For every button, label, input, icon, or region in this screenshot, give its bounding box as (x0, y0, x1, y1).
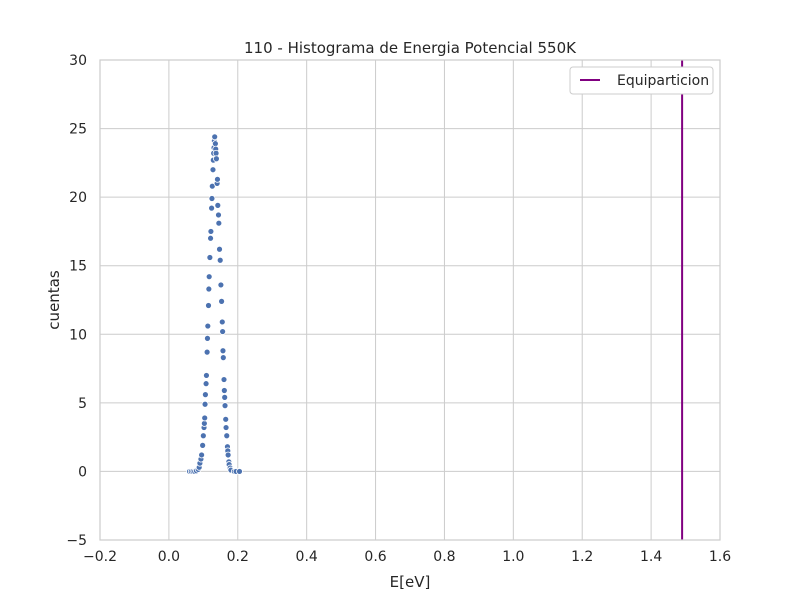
data-point (219, 347, 227, 355)
legend-box (569, 66, 714, 95)
data-point (201, 391, 209, 399)
chart-title: 110 - Histograma de Energia Potencial 55… (244, 39, 577, 57)
data-point (204, 334, 211, 342)
data-point (204, 322, 212, 330)
data-point (236, 468, 243, 475)
data-point (217, 281, 225, 289)
y-tick-label: 15 (69, 259, 87, 275)
data-point (221, 393, 229, 401)
data-point (200, 420, 208, 427)
x-tick-label: 0.4 (296, 549, 318, 565)
data-point (223, 432, 231, 440)
data-point (201, 400, 209, 408)
x-tick-label: 1.2 (571, 549, 593, 565)
y-tick-label: 0 (78, 464, 87, 480)
x-tick-label: 0.0 (158, 549, 180, 565)
x-tick-label: 0.6 (364, 549, 386, 565)
data-point (214, 201, 222, 209)
y-tick-label: 25 (69, 122, 87, 138)
data-point (199, 432, 207, 440)
data-point (224, 451, 232, 459)
data-point (205, 285, 213, 293)
data-point (219, 328, 227, 335)
x-tick-label: 1.6 (709, 549, 731, 565)
data-point (212, 149, 220, 157)
y-tick-label: 5 (78, 396, 87, 412)
plot-area (100, 60, 720, 540)
y-tick-label: 30 (69, 53, 87, 69)
data-point (219, 354, 227, 362)
data-point (218, 297, 225, 305)
y-tick-label: −5 (66, 533, 87, 549)
data-point (198, 451, 206, 459)
data-point (215, 219, 223, 227)
scatter-points (186, 133, 243, 475)
x-axis-label: E[eV] (390, 573, 431, 591)
x-tick-label: 0.8 (433, 549, 455, 565)
data-point (216, 245, 223, 253)
data-point (207, 228, 215, 235)
data-point (202, 380, 210, 388)
data-point (211, 133, 219, 141)
data-point (220, 387, 228, 394)
legend: Equiparticion (569, 66, 714, 95)
data-point (205, 273, 213, 281)
x-tick-label: 1.4 (640, 549, 662, 565)
data-point (199, 441, 207, 449)
data-point (207, 234, 214, 242)
data-point (208, 195, 216, 202)
data-point (222, 424, 230, 431)
data-point (201, 414, 209, 422)
plot-frame (99, 59, 721, 541)
y-tick-label: 10 (69, 327, 87, 343)
data-point (214, 175, 221, 183)
data-point (218, 318, 226, 326)
y-tick-labels: −5 0 5 10 15 20 25 30 (66, 53, 87, 549)
y-tick-label: 20 (69, 190, 87, 206)
x-tick-label: −0.2 (83, 549, 117, 565)
data-point (208, 204, 216, 212)
x-tick-label: 1.0 (502, 549, 524, 565)
data-point (222, 415, 230, 423)
legend-label-equiparticion: Equiparticion (617, 73, 709, 89)
data-point (203, 372, 210, 379)
data-point (211, 140, 219, 148)
data-point (205, 302, 212, 309)
data-point (209, 166, 217, 174)
data-point (213, 155, 220, 163)
data-point (206, 254, 214, 261)
y-axis-label: cuentas (45, 270, 63, 330)
x-tick-labels: −0.2 0.0 0.2 0.4 0.6 0.8 1.0 1.2 1.4 1.6 (83, 549, 731, 565)
x-tick-label: 0.2 (227, 549, 249, 565)
data-point (215, 211, 222, 219)
data-point (216, 256, 224, 264)
data-point (221, 402, 229, 410)
data-point (203, 348, 211, 356)
data-point (220, 376, 228, 383)
